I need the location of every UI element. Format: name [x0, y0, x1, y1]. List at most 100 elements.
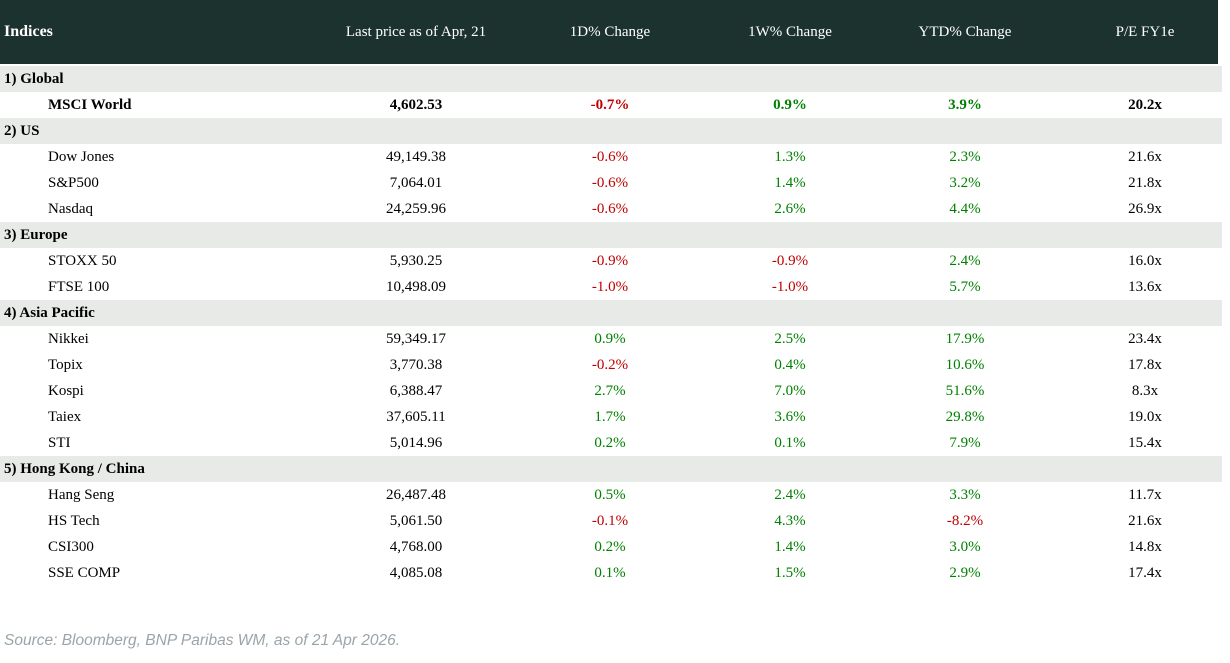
change-1w: 1.4% [774, 174, 806, 191]
index-name: Hang Seng [48, 486, 115, 503]
last-price: 37,605.11 [386, 408, 446, 425]
table-row: MSCI World 4,602.53 -0.7% 0.9% 3.9% 20.2x [0, 92, 1230, 118]
column-header-pe-fy1e: P/E FY1e [1115, 23, 1175, 40]
change-1d: 1.7% [594, 408, 626, 425]
last-price: 5,930.25 [389, 252, 443, 269]
last-price: 4,085.08 [389, 564, 443, 581]
last-price: 10,498.09 [386, 278, 446, 295]
pe-fy1e: 21.6x [1128, 512, 1162, 529]
index-name: FTSE 100 [48, 278, 110, 295]
change-1d: 0.1% [594, 564, 626, 581]
pe-fy1e: 23.4x [1128, 330, 1162, 347]
section-label: 1) Global [4, 70, 64, 87]
table-row: Topix 3,770.38 -0.2% 0.4% 10.6% 17.8x [0, 352, 1230, 378]
table-row: Nasdaq 24,259.96 -0.6% 2.6% 4.4% 26.9x [0, 196, 1230, 222]
change-1w: 7.0% [774, 382, 806, 399]
section-row: 2) US [0, 118, 1230, 144]
pe-fy1e: 15.4x [1128, 434, 1162, 451]
change-ytd: 3.0% [949, 538, 981, 555]
pe-fy1e: 13.6x [1128, 278, 1162, 295]
last-price: 4,602.53 [389, 96, 443, 113]
change-1d: 0.9% [594, 330, 626, 347]
change-1w: 4.3% [774, 512, 806, 529]
section-row: 4) Asia Pacific [0, 300, 1230, 326]
index-name: SSE COMP [48, 564, 121, 581]
table-row: FTSE 100 10,498.09 -1.0% -1.0% 5.7% 13.6x [0, 274, 1230, 300]
last-price: 49,149.38 [386, 148, 446, 165]
change-ytd: 29.8% [945, 408, 985, 425]
pe-fy1e: 17.4x [1128, 564, 1162, 581]
index-name: Taiex [48, 408, 82, 425]
last-price: 59,349.17 [386, 330, 446, 347]
change-1w: 0.9% [773, 96, 807, 113]
change-1d: -0.6% [591, 148, 629, 165]
change-1d: -0.7% [590, 96, 630, 113]
section-label: 2) US [4, 122, 40, 139]
change-1w: -1.0% [771, 278, 809, 295]
last-price: 24,259.96 [386, 200, 446, 217]
change-ytd: 2.9% [949, 564, 981, 581]
index-name: STI [48, 434, 71, 451]
change-ytd: 51.6% [945, 382, 985, 399]
index-name: MSCI World [48, 96, 132, 113]
change-1w: 1.3% [774, 148, 806, 165]
section-row: 5) Hong Kong / China [0, 456, 1230, 482]
change-1d: -0.2% [591, 356, 629, 373]
table-row: Nikkei 59,349.17 0.9% 2.5% 17.9% 23.4x [0, 326, 1230, 352]
change-ytd: 10.6% [945, 356, 985, 373]
change-1d: 2.7% [594, 382, 626, 399]
change-ytd: 17.9% [945, 330, 985, 347]
column-header-1d-change: 1D% Change [569, 23, 651, 40]
change-1w: 3.6% [774, 408, 806, 425]
index-name: S&P500 [48, 174, 99, 191]
change-1w: 1.4% [774, 538, 806, 555]
change-1w: 0.1% [774, 434, 806, 451]
table-row: HS Tech 5,061.50 -0.1% 4.3% -8.2% 21.6x [0, 508, 1230, 534]
pe-fy1e: 16.0x [1128, 252, 1162, 269]
table-row: Kospi 6,388.47 2.7% 7.0% 51.6% 8.3x [0, 378, 1230, 404]
change-1w: 0.4% [774, 356, 806, 373]
change-ytd: 5.7% [949, 278, 981, 295]
pe-fy1e: 17.8x [1128, 356, 1162, 373]
change-1w: 2.6% [774, 200, 806, 217]
last-price: 5,061.50 [389, 512, 443, 529]
change-ytd: 3.9% [948, 96, 982, 113]
table-row: STI 5,014.96 0.2% 0.1% 7.9% 15.4x [0, 430, 1230, 456]
table-row: Dow Jones 49,149.38 -0.6% 1.3% 2.3% 21.6x [0, 144, 1230, 170]
change-1d: -1.0% [591, 278, 629, 295]
change-1w: 1.5% [774, 564, 806, 581]
last-price: 5,014.96 [389, 434, 443, 451]
index-name: Dow Jones [48, 148, 115, 165]
index-name: Nasdaq [48, 200, 93, 217]
table-row: SSE COMP 4,085.08 0.1% 1.5% 2.9% 17.4x [0, 560, 1230, 586]
index-name: Nikkei [48, 330, 89, 347]
column-header-last-price: Last price as of Apr, 21 [345, 23, 487, 40]
change-ytd: 2.4% [949, 252, 981, 269]
table-row: STOXX 50 5,930.25 -0.9% -0.9% 2.4% 16.0x [0, 248, 1230, 274]
source-note: Source: Bloomberg, BNP Paribas WM, as of… [4, 632, 401, 649]
table-row: CSI300 4,768.00 0.2% 1.4% 3.0% 14.8x [0, 534, 1230, 560]
change-1d: -0.1% [591, 512, 629, 529]
section-row: 1) Global [0, 66, 1230, 92]
section-row: 3) Europe [0, 222, 1230, 248]
table-row: Taiex 37,605.11 1.7% 3.6% 29.8% 19.0x [0, 404, 1230, 430]
last-price: 4,768.00 [389, 538, 443, 555]
index-name: HS Tech [48, 512, 100, 529]
change-1d: -0.9% [591, 252, 629, 269]
change-1w: 2.4% [774, 486, 806, 503]
column-header-1w-change: 1W% Change [748, 23, 832, 40]
index-name: CSI300 [48, 538, 94, 555]
column-header-indices: Indices [4, 23, 53, 40]
pe-fy1e: 19.0x [1128, 408, 1162, 425]
section-label: 5) Hong Kong / China [4, 460, 145, 477]
index-name: Topix [48, 356, 83, 373]
pe-fy1e: 26.9x [1128, 200, 1162, 217]
change-1d: 0.5% [594, 486, 626, 503]
change-ytd: -8.2% [946, 512, 984, 529]
table-header-row: Indices Last price as of Apr, 21 1D% Cha… [0, 0, 1230, 64]
change-1d: 0.2% [594, 538, 626, 555]
column-header-ytd-change: YTD% Change [918, 23, 1012, 40]
pe-fy1e: 21.6x [1128, 148, 1162, 165]
change-ytd: 3.2% [949, 174, 981, 191]
